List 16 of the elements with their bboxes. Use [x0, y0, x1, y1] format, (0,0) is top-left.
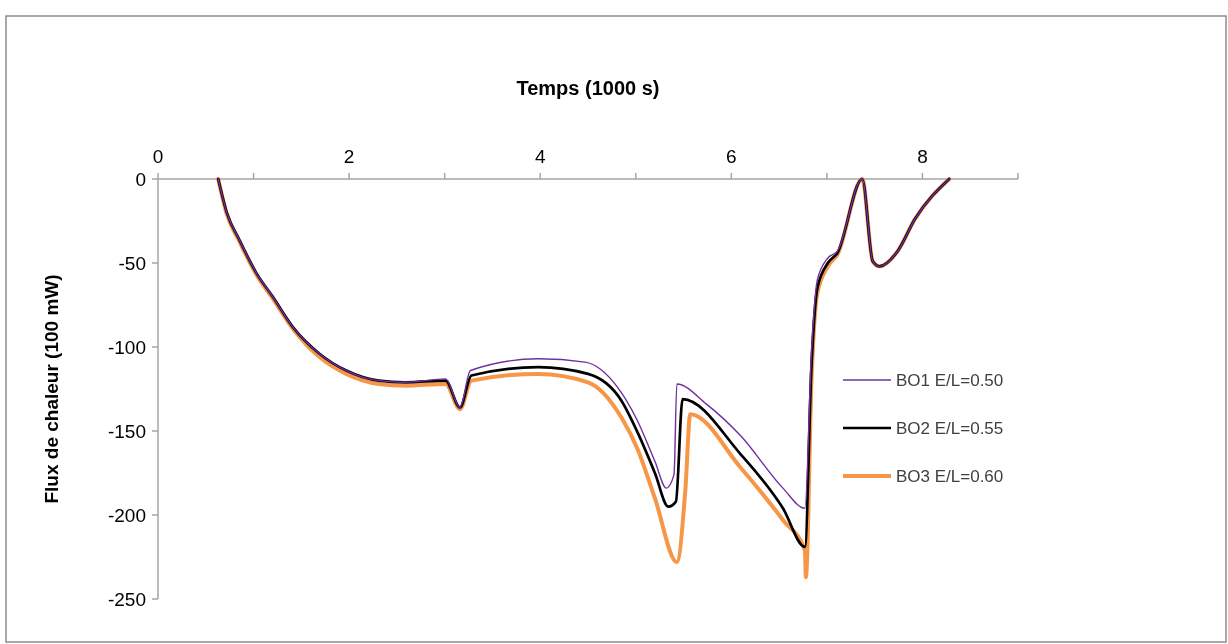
y-axis-title: Flux de chaleur (100 mW)	[41, 274, 62, 504]
y-tick-label: -100	[107, 336, 146, 358]
x-tick-label: 4	[534, 146, 546, 167]
x-tick-label: 8	[917, 146, 928, 167]
y-tick-label: 0	[135, 168, 146, 190]
x-tick-label: 6	[726, 146, 737, 167]
legend-label: BO2 E/L=0.55	[896, 418, 1004, 438]
legend-label: BO1 E/L=0.50	[896, 370, 1004, 390]
x-axis-title: Temps (1000 s)	[516, 77, 660, 99]
x-tick-label: 0	[152, 146, 164, 167]
y-tick-label: -50	[118, 252, 146, 274]
y-tick-label: -250	[107, 588, 146, 610]
legend-label: BO3 E/L=0.60	[896, 466, 1004, 486]
y-tick-label: -150	[107, 420, 146, 442]
y-tick-label: -200	[107, 504, 146, 526]
x-tick-label: 2	[343, 146, 355, 167]
